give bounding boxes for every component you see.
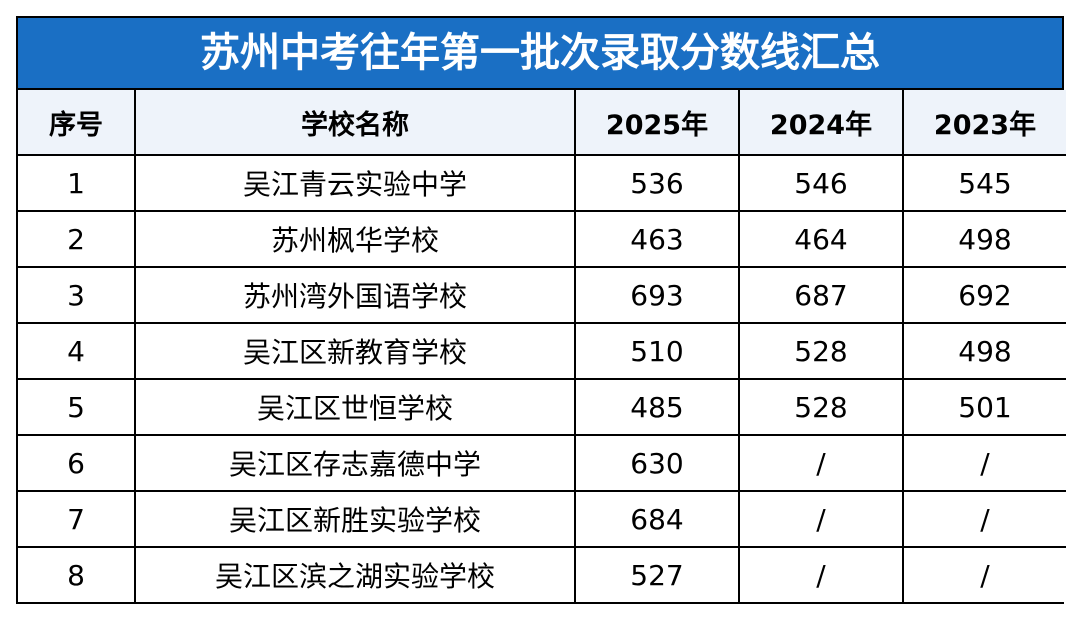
cell-score-2025: 536 <box>574 154 740 212</box>
header-school-name: 学校名称 <box>134 90 576 156</box>
cell-school-name: 吴江区存志嘉德中学 <box>134 434 576 492</box>
cell-score-2024: / <box>738 490 904 548</box>
cell-score-2025: 693 <box>574 266 740 324</box>
table-row: 8 吴江区滨之湖实验学校 527 / / <box>18 546 1066 602</box>
table-row: 5 吴江区世恒学校 485 528 501 <box>18 378 1066 436</box>
cell-index: 6 <box>18 434 136 492</box>
cell-score-2025: 630 <box>574 434 740 492</box>
cell-score-2024: 528 <box>738 378 904 436</box>
cell-score-2023: / <box>902 490 1066 548</box>
cell-score-2024: / <box>738 546 904 602</box>
cell-score-2023: / <box>902 434 1066 492</box>
header-year-2024: 2024年 <box>738 90 904 156</box>
cell-index: 2 <box>18 210 136 268</box>
cell-score-2025: 510 <box>574 322 740 380</box>
cell-index: 3 <box>18 266 136 324</box>
cell-score-2023: 501 <box>902 378 1066 436</box>
cell-school-name: 吴江青云实验中学 <box>134 154 576 212</box>
cell-school-name: 苏州枫华学校 <box>134 210 576 268</box>
cell-school-name: 吴江区新胜实验学校 <box>134 490 576 548</box>
table-row: 4 吴江区新教育学校 510 528 498 <box>18 322 1066 380</box>
cell-score-2024: 528 <box>738 322 904 380</box>
cell-index: 4 <box>18 322 136 380</box>
cell-school-name: 吴江区滨之湖实验学校 <box>134 546 576 602</box>
table-header-row: 序号 学校名称 2025年 2024年 2023年 <box>18 90 1066 156</box>
cell-score-2024: 546 <box>738 154 904 212</box>
cell-score-2024: 687 <box>738 266 904 324</box>
cell-score-2023: 545 <box>902 154 1066 212</box>
table-title: 苏州中考往年第一批次录取分数线汇总 <box>18 18 1062 90</box>
cell-index: 1 <box>18 154 136 212</box>
score-table-frame: 苏州中考往年第一批次录取分数线汇总 序号 学校名称 2025年 2024年 20… <box>16 16 1066 604</box>
table-row: 7 吴江区新胜实验学校 684 / / <box>18 490 1066 548</box>
table-row: 2 苏州枫华学校 463 464 498 <box>18 210 1066 268</box>
cell-school-name: 吴江区新教育学校 <box>134 322 576 380</box>
cell-score-2025: 527 <box>574 546 740 602</box>
cell-index: 8 <box>18 546 136 602</box>
cell-score-2025: 684 <box>574 490 740 548</box>
header-year-2025: 2025年 <box>574 90 740 156</box>
cell-score-2023: 498 <box>902 210 1066 268</box>
table-row: 3 苏州湾外国语学校 693 687 692 <box>18 266 1066 324</box>
cell-score-2023: 498 <box>902 322 1066 380</box>
cell-score-2023: 692 <box>902 266 1066 324</box>
cell-school-name: 吴江区世恒学校 <box>134 378 576 436</box>
cell-score-2024: 464 <box>738 210 904 268</box>
cell-school-name: 苏州湾外国语学校 <box>134 266 576 324</box>
cell-score-2025: 463 <box>574 210 740 268</box>
header-year-2023: 2023年 <box>902 90 1066 156</box>
cell-score-2025: 485 <box>574 378 740 436</box>
header-index: 序号 <box>18 90 136 156</box>
table-row: 1 吴江青云实验中学 536 546 545 <box>18 154 1066 212</box>
cell-index: 7 <box>18 490 136 548</box>
score-table: 序号 学校名称 2025年 2024年 2023年 1 吴江青云实验中学 536… <box>18 90 1066 602</box>
table-row: 6 吴江区存志嘉德中学 630 / / <box>18 434 1066 492</box>
cell-index: 5 <box>18 378 136 436</box>
cell-score-2023: / <box>902 546 1066 602</box>
cell-score-2024: / <box>738 434 904 492</box>
